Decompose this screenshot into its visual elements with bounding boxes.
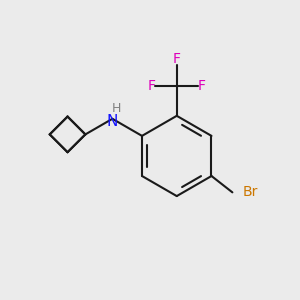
Text: F: F (148, 79, 156, 93)
Text: N: N (107, 114, 118, 129)
Text: Br: Br (242, 185, 258, 200)
Text: F: F (198, 79, 206, 93)
Text: H: H (111, 102, 121, 115)
Text: F: F (173, 52, 181, 66)
